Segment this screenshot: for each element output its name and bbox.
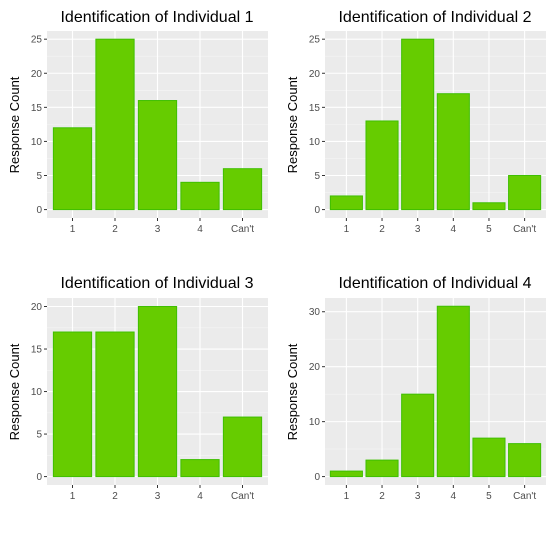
x-tick-label: 5 xyxy=(486,224,492,235)
bar-4-4 xyxy=(436,305,470,478)
x-tick-label: 2 xyxy=(112,224,118,235)
x-tick-label: 1 xyxy=(70,224,76,235)
chart-panel-3: 0 5 10 15 20 1 2 3 4 Can't Identification of Indiv… xyxy=(7,275,268,502)
bar-3-3 xyxy=(137,306,178,478)
x-tick-label: 1 xyxy=(344,224,350,235)
bar-2-1 xyxy=(329,195,363,211)
bar-1-cant xyxy=(222,168,263,211)
bar-3-1 xyxy=(52,331,93,478)
y-tick-label: 0 xyxy=(36,205,42,216)
y-tick-label: 20 xyxy=(31,69,43,80)
x-tick-label: 2 xyxy=(379,491,385,502)
y-tick-label: 0 xyxy=(314,205,320,216)
x-tick-label: Can't xyxy=(231,491,254,502)
y-tick-label: 10 xyxy=(31,137,43,148)
bar-3-cant xyxy=(222,416,263,478)
x-tick-label: 4 xyxy=(197,491,203,502)
chart-panel-2: 0 5 10 15 20 25 1 2 3 4 5 Can't Identification of In… xyxy=(285,9,546,235)
y-tick-label: 25 xyxy=(31,35,43,46)
bar-1-2 xyxy=(95,38,135,211)
y-tick-label: 15 xyxy=(31,103,43,114)
y-tick-label: 0 xyxy=(36,472,42,483)
chart-title: Identification of Individual 4 xyxy=(338,275,531,292)
y-axis-label: Response Count xyxy=(7,76,22,173)
y-tick-label: 10 xyxy=(31,387,43,398)
bar-4-2 xyxy=(365,459,399,478)
y-tick-label: 0 xyxy=(314,472,320,483)
chart-panel-4: 0 10 20 30 1 2 3 4 5 Can't Identification of Indiv… xyxy=(285,275,546,502)
x-tick-label: 1 xyxy=(70,491,76,502)
bar-2-4 xyxy=(436,93,470,211)
x-tick-label: Can't xyxy=(231,224,254,235)
chart-title: Identification of Individual 3 xyxy=(60,275,253,292)
y-tick-label: 15 xyxy=(31,345,43,356)
y-tick-label: 20 xyxy=(309,69,321,80)
bar-1-1 xyxy=(52,127,93,211)
x-tick-label: 3 xyxy=(415,224,421,235)
bar-4-cant xyxy=(508,443,542,478)
x-tick-label: 4 xyxy=(451,224,457,235)
y-tick-label: 5 xyxy=(36,171,42,182)
y-tick-label: 10 xyxy=(309,137,321,148)
chart-title: Identification of Individual 1 xyxy=(60,9,253,26)
y-axis-label: Response Count xyxy=(7,343,22,440)
bar-3-4 xyxy=(180,459,220,478)
bar-2-5 xyxy=(472,202,506,211)
x-tick-label: 2 xyxy=(112,491,118,502)
y-tick-label: 15 xyxy=(309,103,321,114)
bar-1-3 xyxy=(137,100,178,211)
x-tick-label: Can't xyxy=(513,224,536,235)
chart-title: Identification of Individual 2 xyxy=(338,9,531,26)
bar-4-5 xyxy=(472,437,506,478)
bar-3-2 xyxy=(95,331,135,478)
y-axis-label: Response Count xyxy=(285,343,300,440)
y-tick-label: 10 xyxy=(309,417,321,428)
y-tick-label: 25 xyxy=(309,35,321,46)
y-tick-label: 30 xyxy=(309,307,321,318)
bar-4-3 xyxy=(401,393,435,478)
y-tick-label: 5 xyxy=(314,171,320,182)
x-tick-label: 2 xyxy=(379,224,385,235)
x-tick-label: 3 xyxy=(155,491,161,502)
bar-2-cant xyxy=(508,175,542,211)
chart-panel-1: 0 5 10 15 20 25 1 2 3 4 Can't Identification of Ind… xyxy=(7,9,268,235)
bar-2-3 xyxy=(401,38,435,211)
bar-2-2 xyxy=(365,120,399,211)
x-tick-label: 5 xyxy=(486,491,492,502)
y-tick-label: 5 xyxy=(36,430,42,441)
x-tick-label: 3 xyxy=(415,491,421,502)
x-tick-label: 4 xyxy=(197,224,203,235)
bar-1-4 xyxy=(180,181,220,211)
x-tick-label: 4 xyxy=(451,491,457,502)
x-tick-label: 3 xyxy=(155,224,161,235)
y-tick-label: 20 xyxy=(31,302,43,313)
y-axis-label: Response Count xyxy=(285,76,300,173)
x-tick-label: Can't xyxy=(513,491,536,502)
x-tick-label: 1 xyxy=(344,491,350,502)
y-tick-label: 20 xyxy=(309,362,321,373)
bar-4-1 xyxy=(329,470,363,478)
